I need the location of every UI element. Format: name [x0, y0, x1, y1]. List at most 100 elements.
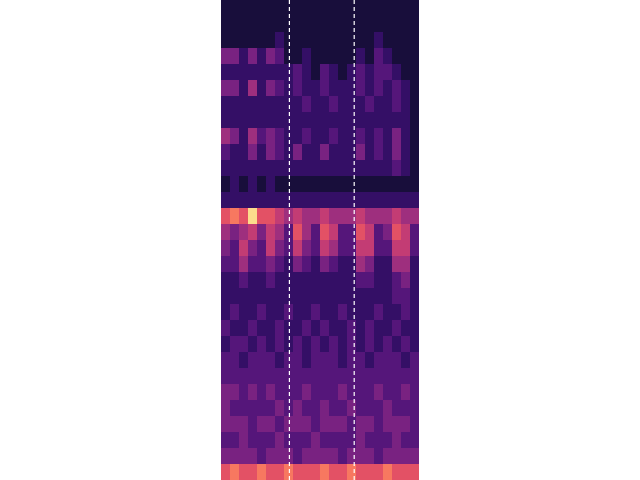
cell [320, 336, 330, 353]
cell [275, 336, 285, 353]
cell [257, 80, 267, 97]
cell [374, 320, 384, 337]
cell [401, 416, 411, 433]
cell [320, 432, 330, 449]
cell [365, 16, 375, 33]
cell [248, 224, 258, 241]
cell [338, 416, 348, 433]
cell [248, 48, 258, 65]
cell [257, 48, 267, 65]
cell [302, 192, 312, 209]
cell [320, 256, 330, 273]
cell [248, 272, 258, 289]
cell [329, 208, 339, 225]
cell [302, 224, 312, 241]
cell [320, 32, 330, 49]
cell [230, 464, 240, 480]
cell [221, 464, 231, 480]
cell [257, 448, 267, 465]
cell [275, 32, 285, 49]
cell [248, 192, 258, 209]
cell [293, 80, 303, 97]
cell [230, 432, 240, 449]
cell [230, 288, 240, 305]
cell [275, 304, 285, 321]
cell [392, 192, 402, 209]
cell [410, 96, 419, 113]
cell [311, 128, 321, 145]
cell [392, 96, 402, 113]
cell [248, 160, 258, 177]
cell [410, 448, 419, 465]
cell [347, 48, 357, 65]
cell [410, 432, 419, 449]
cell [329, 256, 339, 273]
cell [347, 464, 357, 480]
cell [338, 160, 348, 177]
cell [302, 80, 312, 97]
cell [374, 144, 384, 161]
cell [374, 400, 384, 417]
cell [221, 208, 231, 225]
cell [374, 64, 384, 81]
cell [410, 320, 419, 337]
cell [266, 176, 276, 193]
cell [383, 192, 393, 209]
cell [302, 160, 312, 177]
cell [311, 256, 321, 273]
cell [311, 0, 321, 17]
cell [311, 304, 321, 321]
cell [374, 304, 384, 321]
cell [275, 224, 285, 241]
cell [383, 224, 393, 241]
cell [275, 16, 285, 33]
cell [302, 320, 312, 337]
cell [383, 16, 393, 33]
cell [248, 320, 258, 337]
cell [320, 352, 330, 369]
cell [302, 256, 312, 273]
cell [338, 448, 348, 465]
cell [401, 96, 411, 113]
cell [374, 48, 384, 65]
cell [239, 96, 249, 113]
cell [356, 416, 366, 433]
cell [338, 256, 348, 273]
cell [302, 416, 312, 433]
cell [347, 368, 357, 385]
cell [248, 256, 258, 273]
cell [392, 240, 402, 257]
cell [338, 304, 348, 321]
cell [230, 16, 240, 33]
cell [221, 176, 231, 193]
cell [275, 80, 285, 97]
cell [383, 448, 393, 465]
cell [239, 464, 249, 480]
cell [392, 208, 402, 225]
cell [401, 320, 411, 337]
cell [392, 448, 402, 465]
cell [248, 112, 258, 129]
cell [266, 128, 276, 145]
cell [284, 384, 294, 401]
cell [293, 400, 303, 417]
cell [365, 160, 375, 177]
cell [248, 416, 258, 433]
cell [230, 64, 240, 81]
cell [401, 16, 411, 33]
cell [374, 16, 384, 33]
cell [356, 128, 366, 145]
cell [365, 384, 375, 401]
cell [275, 208, 285, 225]
cell [311, 112, 321, 129]
cell [320, 320, 330, 337]
cell [338, 240, 348, 257]
cell [248, 304, 258, 321]
cell [257, 304, 267, 321]
cell [275, 112, 285, 129]
cell [320, 48, 330, 65]
cell [311, 272, 321, 289]
cell [248, 400, 258, 417]
cell [383, 48, 393, 65]
cell [347, 96, 357, 113]
